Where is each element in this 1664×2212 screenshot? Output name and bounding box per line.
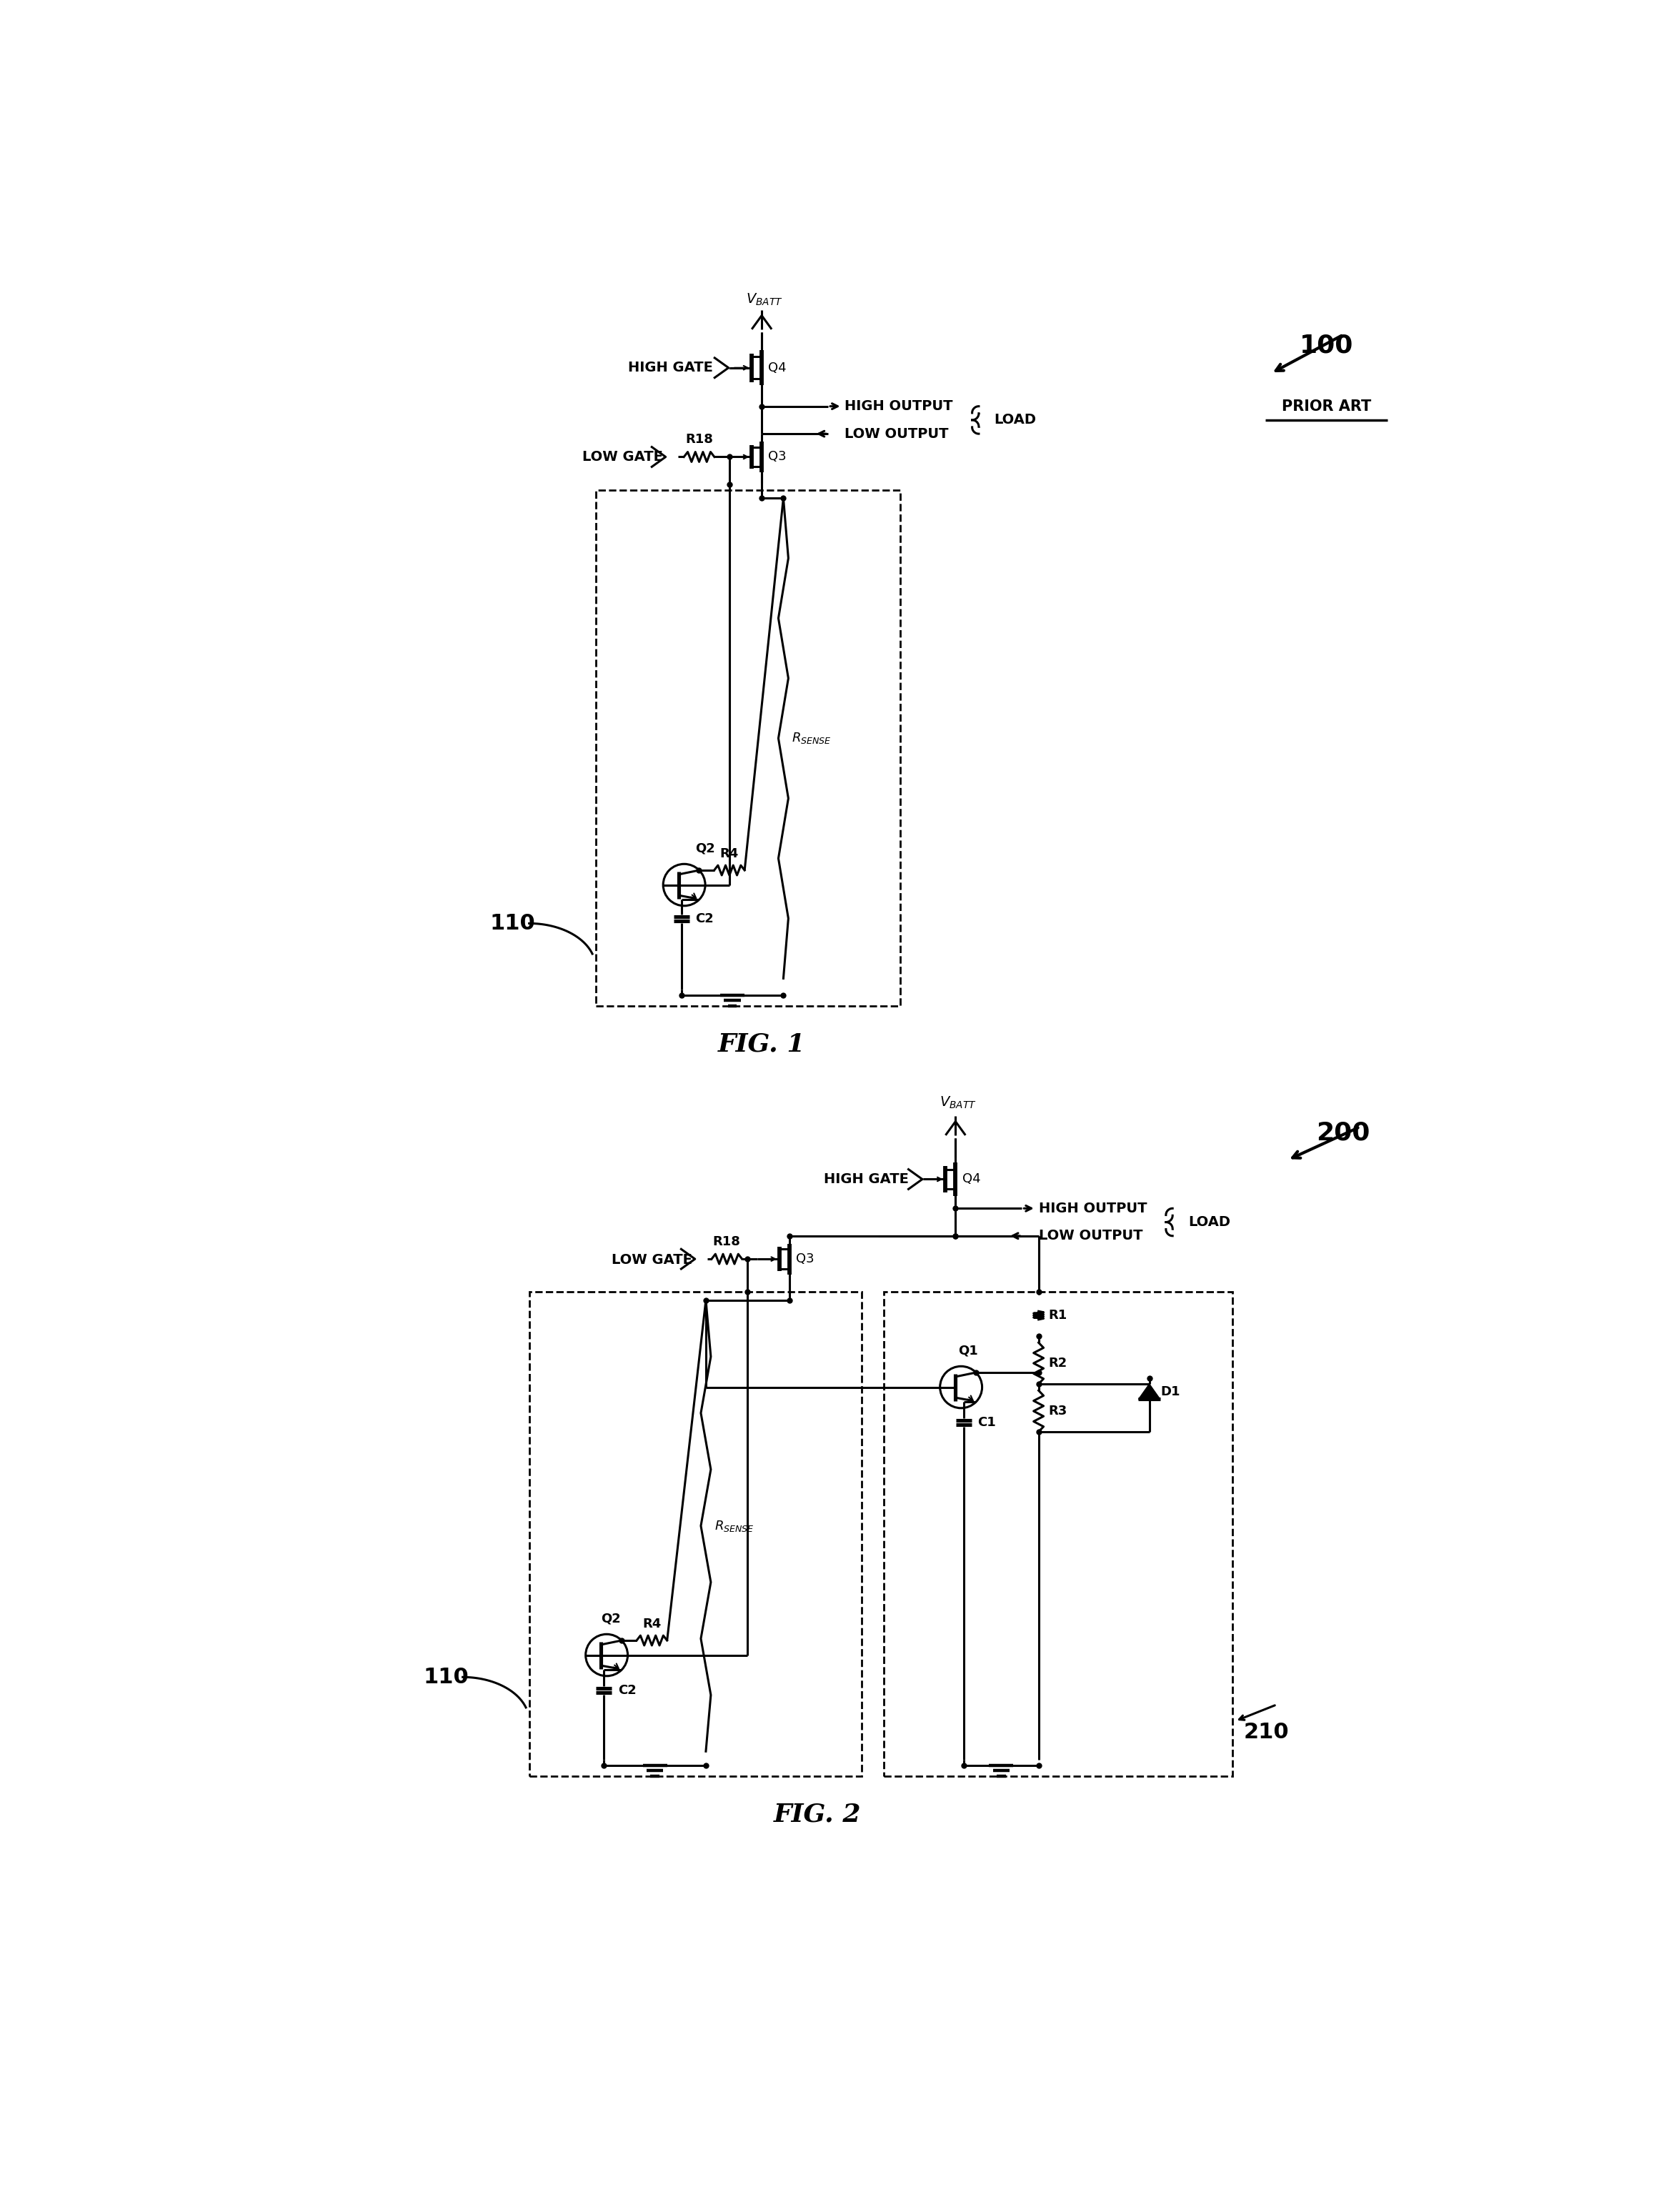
Text: R18: R18 xyxy=(686,434,714,447)
Bar xyxy=(529,1292,862,1776)
Text: 110: 110 xyxy=(423,1668,469,1688)
Text: LOW GATE: LOW GATE xyxy=(582,449,662,465)
Bar xyxy=(884,1292,1233,1776)
Text: R3: R3 xyxy=(1048,1405,1067,1418)
Text: 200: 200 xyxy=(1316,1119,1369,1144)
Text: Q2: Q2 xyxy=(601,1613,621,1626)
Text: LOW OUTPUT: LOW OUTPUT xyxy=(1038,1230,1143,1243)
Text: C1: C1 xyxy=(978,1416,997,1429)
Text: $V_{BATT}$: $V_{BATT}$ xyxy=(940,1095,977,1110)
Text: Q1: Q1 xyxy=(958,1345,978,1356)
Text: R4: R4 xyxy=(642,1617,661,1630)
Text: HIGH OUTPUT: HIGH OUTPUT xyxy=(1038,1201,1146,1214)
Text: Q4: Q4 xyxy=(769,361,787,374)
Text: HIGH GATE: HIGH GATE xyxy=(824,1172,909,1186)
Text: C2: C2 xyxy=(696,911,714,925)
Text: HIGH GATE: HIGH GATE xyxy=(627,361,712,374)
Text: $R_{SENSE}$: $R_{SENSE}$ xyxy=(714,1520,754,1533)
Text: 100: 100 xyxy=(1300,334,1353,358)
Text: LOAD: LOAD xyxy=(1188,1214,1230,1230)
Text: LOAD: LOAD xyxy=(995,414,1037,427)
Text: Q2: Q2 xyxy=(696,843,716,854)
Polygon shape xyxy=(1138,1385,1160,1400)
Text: $R_{SENSE}$: $R_{SENSE}$ xyxy=(792,732,832,745)
Text: D1: D1 xyxy=(1160,1385,1180,1398)
Text: Q3: Q3 xyxy=(795,1252,814,1265)
Text: R4: R4 xyxy=(721,847,739,860)
Bar xyxy=(596,489,900,1006)
Text: R2: R2 xyxy=(1048,1356,1067,1369)
Text: FIG. 1: FIG. 1 xyxy=(717,1033,805,1057)
Text: C2: C2 xyxy=(617,1683,636,1697)
Text: Q3: Q3 xyxy=(769,451,787,462)
Text: HIGH OUTPUT: HIGH OUTPUT xyxy=(845,400,953,414)
Text: 210: 210 xyxy=(1243,1721,1290,1743)
Text: LOW GATE: LOW GATE xyxy=(612,1254,692,1267)
Text: Q4: Q4 xyxy=(962,1172,980,1186)
Text: $V_{BATT}$: $V_{BATT}$ xyxy=(745,292,782,307)
Text: R18: R18 xyxy=(712,1234,740,1248)
Text: LOW OUTPUT: LOW OUTPUT xyxy=(845,427,948,440)
Text: FIG. 2: FIG. 2 xyxy=(774,1803,860,1827)
Text: PRIOR ART: PRIOR ART xyxy=(1281,398,1371,414)
Text: R1: R1 xyxy=(1048,1310,1067,1323)
Text: 110: 110 xyxy=(489,914,536,933)
